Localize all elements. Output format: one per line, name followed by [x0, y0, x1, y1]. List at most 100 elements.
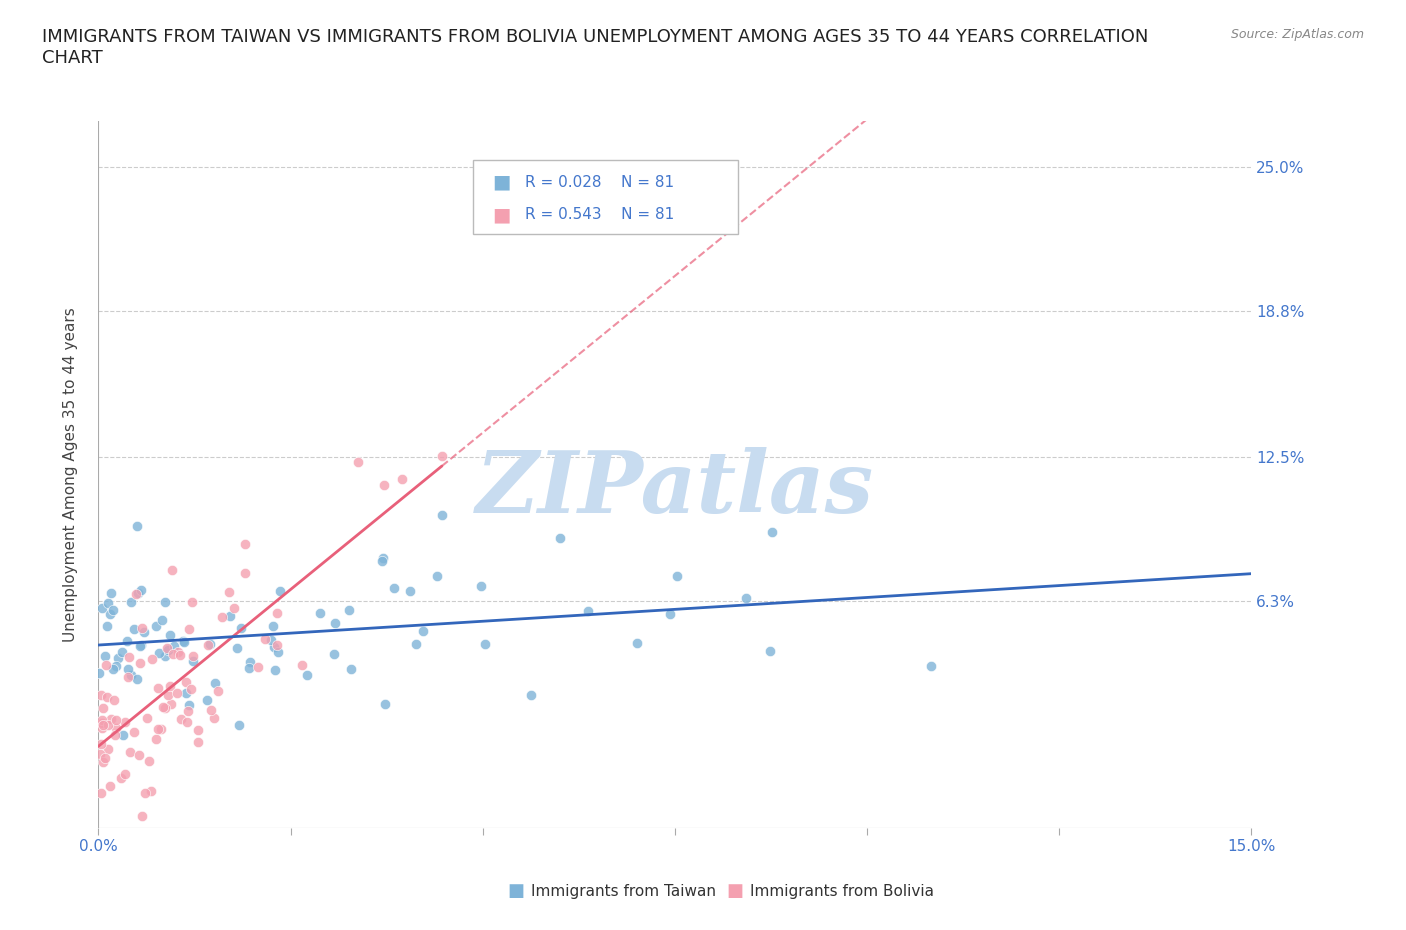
Point: [103, 661, 125, 676]
Point: [920, 659, 942, 674]
Text: ■: ■: [508, 883, 524, 900]
Point: [120, 594, 142, 609]
Point: [340, 662, 363, 677]
Point: [91, 712, 114, 727]
Point: [169, 648, 191, 663]
Point: [180, 682, 202, 697]
Point: [470, 578, 492, 593]
Point: [153, 648, 176, 663]
Point: [665, 568, 688, 583]
Text: R = 0.543    N = 81: R = 0.543 N = 81: [524, 207, 675, 222]
Text: ZIPatlas: ZIPatlas: [475, 446, 875, 530]
Point: [187, 723, 209, 737]
Point: [120, 667, 142, 682]
Point: [474, 637, 496, 652]
Point: [155, 700, 177, 715]
Point: [626, 636, 648, 651]
Point: [405, 636, 427, 651]
Text: Source: ZipAtlas.com: Source: ZipAtlas.com: [1230, 28, 1364, 41]
Point: [263, 619, 285, 634]
Point: [96, 690, 118, 705]
Point: [103, 693, 125, 708]
Point: [170, 711, 193, 726]
Point: [211, 610, 233, 625]
Point: [174, 685, 197, 700]
Point: [157, 641, 180, 656]
Point: [105, 658, 128, 673]
Point: [761, 525, 783, 539]
Point: [260, 632, 283, 647]
Point: [204, 675, 226, 690]
Point: [90, 785, 112, 800]
Point: [89, 747, 111, 762]
Point: [735, 591, 758, 605]
Point: [134, 624, 156, 639]
Point: [323, 646, 346, 661]
Text: ■: ■: [727, 883, 744, 900]
Point: [430, 448, 453, 463]
Text: ■: ■: [492, 173, 512, 192]
Point: [91, 700, 114, 715]
Point: [266, 605, 288, 620]
Point: [309, 606, 332, 621]
Point: [149, 722, 172, 737]
Point: [97, 595, 120, 610]
Point: [127, 672, 149, 687]
Text: R = 0.028    N = 81: R = 0.028 N = 81: [524, 175, 673, 190]
Text: 0.0%: 0.0%: [79, 839, 118, 855]
Text: IMMIGRANTS FROM TAIWAN VS IMMIGRANTS FROM BOLIVIA UNEMPLOYMENT AMONG AGES 35 TO : IMMIGRANTS FROM TAIWAN VS IMMIGRANTS FRO…: [42, 28, 1149, 67]
Point: [100, 711, 122, 726]
Point: [110, 770, 132, 785]
Point: [166, 686, 188, 701]
Point: [112, 727, 135, 742]
Point: [231, 620, 253, 635]
Point: [430, 508, 453, 523]
Point: [117, 661, 139, 676]
Point: [125, 587, 148, 602]
FancyBboxPatch shape: [472, 160, 738, 234]
Point: [91, 601, 114, 616]
Point: [658, 607, 681, 622]
Point: [124, 724, 146, 739]
Point: [104, 712, 127, 727]
Point: [103, 603, 125, 618]
Point: [239, 654, 262, 669]
Point: [195, 693, 218, 708]
Point: [758, 644, 780, 658]
Point: [128, 748, 150, 763]
Point: [129, 583, 152, 598]
Point: [90, 688, 112, 703]
Point: [222, 601, 245, 616]
Point: [181, 654, 204, 669]
Point: [96, 741, 118, 756]
Point: [159, 678, 181, 693]
Point: [146, 681, 169, 696]
Point: [117, 633, 139, 648]
Point: [226, 641, 249, 656]
Point: [218, 608, 240, 623]
Point: [91, 754, 114, 769]
Point: [129, 638, 152, 653]
Point: [548, 531, 571, 546]
Point: [114, 715, 136, 730]
Point: [94, 648, 117, 663]
Point: [91, 718, 114, 733]
Point: [159, 628, 181, 643]
Point: [128, 656, 150, 671]
Point: [295, 667, 318, 682]
Point: [269, 583, 291, 598]
Point: [114, 766, 136, 781]
Point: [152, 699, 174, 714]
Text: 15.0%: 15.0%: [1227, 839, 1275, 855]
Point: [98, 606, 121, 621]
Point: [145, 732, 167, 747]
Point: [197, 638, 219, 653]
Point: [267, 644, 290, 659]
Point: [94, 658, 117, 672]
Point: [218, 584, 240, 599]
Point: [266, 637, 288, 652]
Point: [167, 645, 190, 660]
Point: [129, 637, 152, 652]
Point: [157, 687, 180, 702]
Point: [233, 565, 256, 580]
